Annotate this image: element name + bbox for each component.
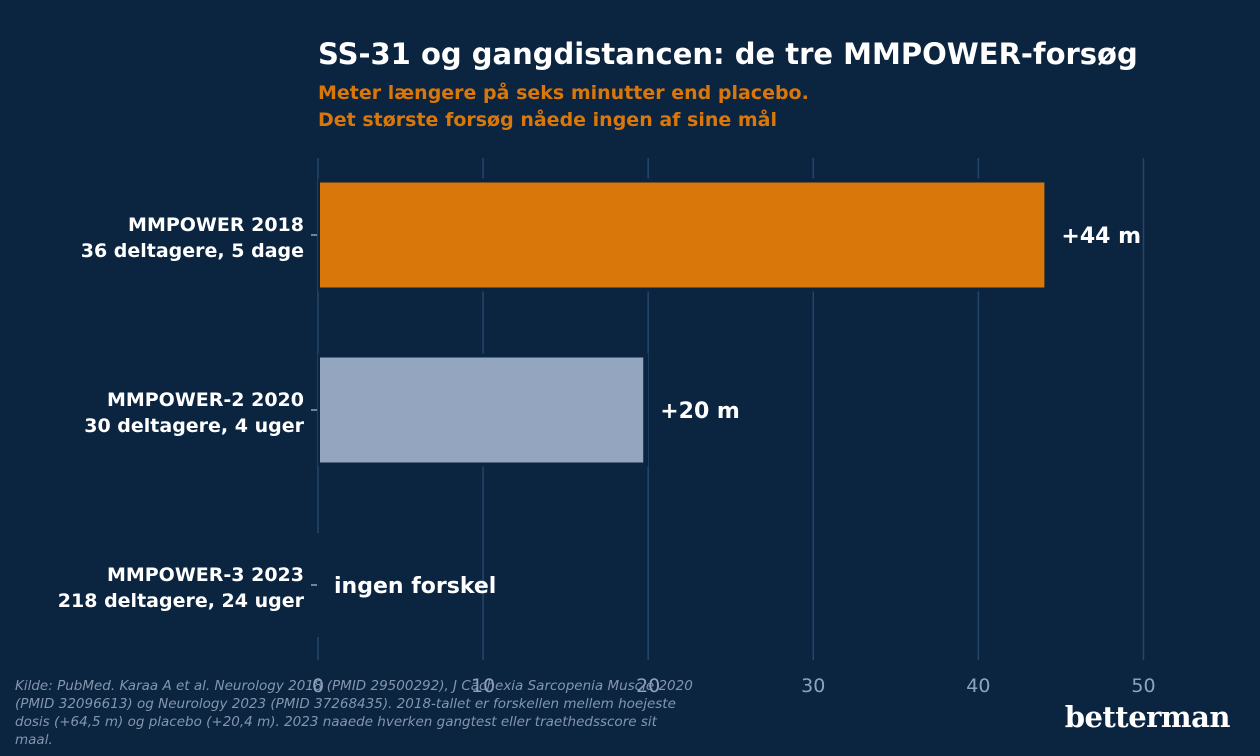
category-label-detail: 36 deltagere, 5 dage <box>81 240 304 262</box>
value-label: +20 m <box>660 399 740 424</box>
x-tick-label: 10 <box>471 675 495 697</box>
category-label-name: MMPOWER 2018 <box>128 214 304 236</box>
x-tick-label: 50 <box>1131 675 1155 697</box>
chart-subtitle-line-1: Meter længere på seks minutter end place… <box>318 80 809 104</box>
value-label: ingen forskel <box>334 574 496 599</box>
chart-subtitle-line-2: Det største forsøg nåede ingen af sine m… <box>318 107 777 131</box>
x-tick-label: 0 <box>312 675 324 697</box>
category-label-detail: 30 deltagere, 4 uger <box>84 415 304 437</box>
bar-mask <box>316 533 322 637</box>
x-tick-label: 30 <box>801 675 825 697</box>
chart-title: SS-31 og gangdistancen: de tre MMPOWER-f… <box>318 37 1138 71</box>
category-label-name: MMPOWER-2 2020 <box>107 389 304 411</box>
bar <box>320 357 644 463</box>
x-tick-label: 20 <box>636 675 660 697</box>
source-footnote: Kilde: PubMed. Karaa A et al. Neurology … <box>15 678 693 748</box>
bar <box>320 182 1045 288</box>
value-label: +44 m <box>1061 224 1141 249</box>
category-label-detail: 218 deltagere, 24 uger <box>58 590 305 612</box>
x-tick-label: 40 <box>966 675 990 697</box>
brand-logo: betterman <box>1064 700 1231 734</box>
category-label-name: MMPOWER-3 2023 <box>107 564 304 586</box>
